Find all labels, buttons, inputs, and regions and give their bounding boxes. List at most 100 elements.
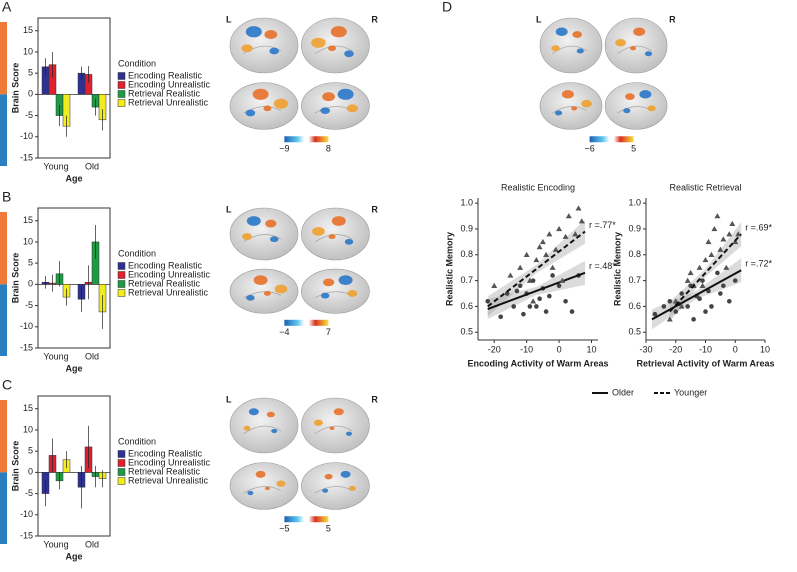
brain-surface [229,17,299,74]
point [563,298,568,304]
activation-blob [311,37,326,48]
plot-frame [37,395,111,537]
activation-blob [346,431,352,436]
point [498,314,504,320]
activation-blob [344,238,354,245]
activation-blob [338,275,353,286]
x-tick-label: -20 [488,344,501,354]
legend-swatch [117,262,126,270]
point [735,231,742,237]
y-tick-label: 0.9 [628,223,641,233]
activation-blob [623,108,631,114]
y-tick-label: -15 [20,342,33,352]
legend-label: Encoding Realistic [128,70,203,80]
point [578,218,585,224]
point [718,291,723,296]
legend-label: Encoding Unrealistic [128,79,211,89]
panel-letter: A [2,0,12,15]
colorbar-max: 7 [326,327,331,337]
point [703,309,708,314]
y-tick-label: 0.9 [460,223,473,233]
legend-label: Retrieval Unrealistic [128,97,209,107]
point [673,309,679,314]
point [652,311,658,317]
point [533,256,540,263]
panel-letter: B [2,189,11,205]
point [559,277,566,283]
point [543,309,549,314]
y-tick-label: 0.8 [628,249,641,259]
activation-blob [264,486,270,491]
point [491,282,498,288]
colorbar-min: −5 [279,524,289,534]
colorbar-max: 5 [326,524,331,534]
y-tick-label: -10 [20,321,33,331]
strip-warm [0,22,7,95]
legend-swatch [117,81,126,89]
activation-blob [344,50,354,58]
y-axis-label: Brain Score [10,441,20,492]
point [523,251,530,257]
y-tick-label: 0 [28,89,33,99]
plot-background [478,198,598,340]
point [507,272,514,278]
point [527,304,533,309]
strip-cool [0,472,7,544]
fit-line [487,271,586,310]
fit-line [669,233,742,313]
activation-blob [246,216,261,226]
r-annotation: r =.72* [745,259,772,269]
y-tick-label: 0 [28,279,33,289]
hemisphere-right: R [371,394,378,404]
activation-blob [561,90,574,99]
x-tick-label: Young [43,161,68,171]
activation-blob [572,31,582,38]
point [702,256,709,263]
brain-sulcus [552,45,587,55]
brain-surface [229,397,299,454]
point [684,277,691,283]
activation-blob [263,290,271,296]
colorbar-max: 8 [326,144,331,154]
activation-blob [264,30,278,39]
activation-blob [255,470,266,478]
x-tick-label: -10 [520,344,533,354]
point [565,213,572,219]
activation-blob [248,408,259,416]
plot-frame [37,207,111,349]
activation-blob [329,426,335,430]
activation-blob [253,275,268,286]
y-tick-label: -5 [25,488,33,498]
point [521,311,526,317]
point [550,273,555,278]
y-tick-label: 5 [28,68,33,78]
point [537,296,542,301]
chart-title: Realistic Encoding [501,182,575,192]
activation-blob [266,411,275,418]
brain-surface [301,462,370,510]
hemisphere-left: L [226,204,232,214]
activation-blob [245,26,262,38]
brain-surface [539,82,603,130]
legend-swatch [117,289,126,297]
colorbar-min: −4 [279,327,289,337]
point [526,277,533,283]
point [691,317,696,322]
legend-label: Retrieval Unrealistic [128,287,209,297]
activation-blob [337,88,354,100]
y-tick-label: 0.7 [460,275,473,285]
point [511,304,516,309]
legend-label: Retrieval Unrealistic [128,475,209,485]
x-tick-label: Young [43,539,68,549]
brain-sulcus [552,106,587,114]
y-tick-label: 5 [28,258,33,268]
legend-label: Retrieval Realistic [128,88,201,98]
brain-sulcus [243,486,282,494]
brain-surface [229,268,299,314]
hemisphere-left: L [226,394,232,404]
y-tick-label: -10 [20,509,33,519]
legend-label: Retrieval Realistic [128,466,201,476]
point [572,231,579,237]
y-tick-label: 0.6 [460,301,473,311]
point [685,304,690,309]
